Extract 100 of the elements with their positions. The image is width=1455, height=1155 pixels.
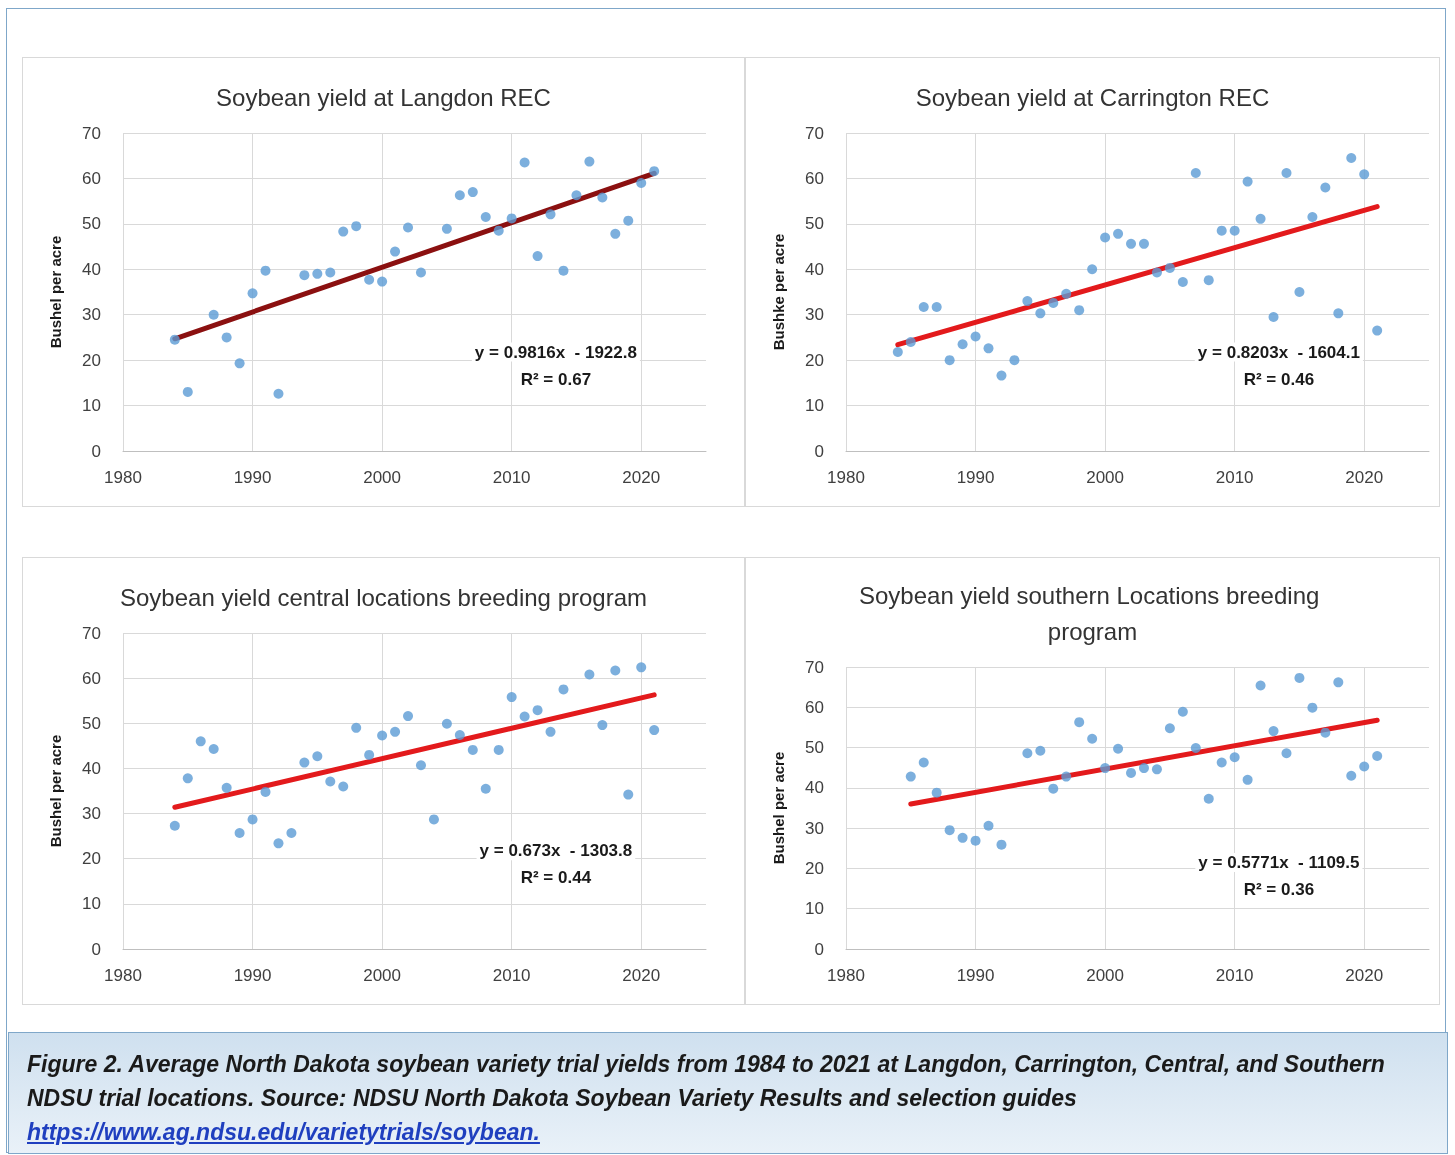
y-tick-label: 0 <box>814 441 824 461</box>
x-tick-label: 2020 <box>622 468 661 487</box>
point <box>1320 727 1331 738</box>
point <box>905 771 916 782</box>
point <box>519 711 530 722</box>
point <box>558 265 569 276</box>
point <box>351 221 362 232</box>
point <box>234 358 245 369</box>
y-tick-label: 30 <box>805 818 824 838</box>
x-tick-label: 1980 <box>104 966 142 985</box>
point <box>944 355 955 366</box>
x-tick-label: 2020 <box>622 966 661 985</box>
point <box>1126 767 1137 778</box>
point <box>286 827 297 838</box>
point <box>312 751 323 762</box>
point <box>441 223 452 234</box>
y-tick-label: 30 <box>82 804 101 824</box>
point <box>195 736 206 747</box>
point <box>545 209 556 220</box>
point <box>1255 680 1266 691</box>
point <box>247 814 258 825</box>
point <box>1022 748 1033 759</box>
annotation: y = 0.5771x - 1109.5 <box>1198 853 1360 873</box>
x-tick-label: 1990 <box>956 468 995 487</box>
point <box>1294 287 1305 297</box>
point <box>1320 182 1331 193</box>
point <box>1372 751 1383 762</box>
y-tick-label: 60 <box>82 668 101 688</box>
point <box>1294 672 1305 683</box>
point <box>1346 152 1357 163</box>
point <box>260 786 271 797</box>
point <box>1100 232 1111 243</box>
point <box>299 757 310 768</box>
point <box>1281 167 1292 178</box>
point <box>610 665 621 676</box>
y-tick-label: 10 <box>82 894 101 914</box>
x-tick-label: 2000 <box>363 468 402 487</box>
point <box>1009 355 1020 366</box>
point <box>364 749 375 760</box>
point <box>338 226 349 237</box>
point <box>325 267 336 278</box>
point <box>983 820 994 831</box>
y-tick-label: 70 <box>82 623 101 643</box>
point <box>312 268 323 279</box>
point <box>892 346 903 357</box>
point <box>377 730 388 741</box>
point <box>1138 763 1149 774</box>
y-tick-label: 40 <box>805 259 824 279</box>
point <box>1164 723 1175 734</box>
point <box>519 157 530 168</box>
point <box>1190 742 1201 753</box>
annotation: R² = 0.46 <box>1243 369 1315 389</box>
point <box>208 744 219 755</box>
point <box>182 773 193 784</box>
point <box>532 251 543 262</box>
point <box>1242 176 1253 187</box>
point <box>931 787 942 798</box>
chart-title: Soybean yield at Carrington REC <box>915 83 1270 111</box>
point <box>1113 743 1124 754</box>
x-tick-label: 1990 <box>233 468 272 487</box>
point <box>1216 225 1227 236</box>
point <box>957 832 968 843</box>
point <box>623 789 634 800</box>
point <box>506 692 517 703</box>
point <box>623 215 634 226</box>
point <box>403 711 414 722</box>
y-tick-label: 50 <box>805 214 824 234</box>
point <box>169 820 180 831</box>
point <box>1190 167 1201 178</box>
point <box>1151 764 1162 775</box>
point <box>1113 228 1124 239</box>
point <box>1164 262 1175 273</box>
annotation: y = 0.9816x - 1922.8 <box>474 342 637 362</box>
point <box>1177 706 1188 717</box>
point <box>428 814 439 825</box>
y-tick-label: 30 <box>805 305 824 325</box>
point <box>649 166 660 177</box>
point <box>1061 288 1072 299</box>
y-tick-label: 10 <box>82 396 101 416</box>
point <box>1255 213 1266 224</box>
y-tick-label: 20 <box>82 849 101 869</box>
point <box>480 212 491 223</box>
point <box>299 270 310 281</box>
point <box>273 838 284 849</box>
y-tick-label: 20 <box>82 350 101 370</box>
point <box>377 276 388 287</box>
x-tick-label: 2000 <box>1086 966 1125 985</box>
annotation: R² = 0.44 <box>520 868 592 888</box>
point <box>351 722 362 733</box>
annotation: y = 0.673x - 1303.8 <box>479 841 633 861</box>
annotation: R² = 0.67 <box>520 369 592 389</box>
point <box>221 332 232 343</box>
point <box>636 662 647 673</box>
point <box>467 187 478 198</box>
y-tick-label: 70 <box>805 123 824 143</box>
point <box>1333 308 1344 319</box>
point <box>1268 726 1279 737</box>
x-tick-label: 1980 <box>104 468 142 487</box>
point <box>1307 212 1318 223</box>
x-tick-label: 2010 <box>1215 468 1254 487</box>
